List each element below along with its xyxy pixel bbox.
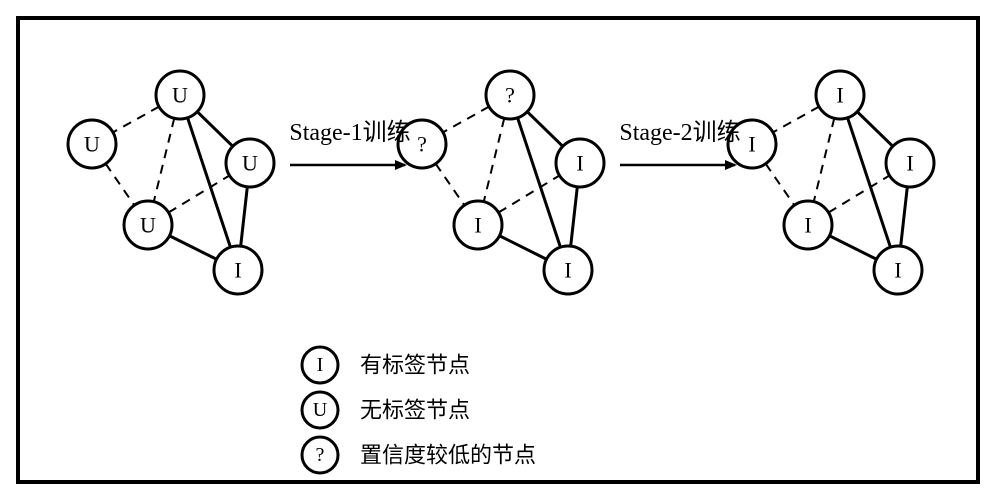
edge-solid: [197, 112, 233, 147]
node-label: I: [748, 132, 755, 157]
edge-solid: [571, 187, 578, 246]
edge-solid: [499, 236, 546, 260]
edge-dashed: [106, 164, 135, 206]
edge-dashed: [113, 107, 159, 133]
node-label: I: [906, 151, 913, 176]
edge-dashed: [499, 175, 560, 212]
legend-text: 无标签节点: [360, 398, 470, 423]
edge-solid: [857, 112, 893, 147]
node-label: ?: [417, 132, 427, 157]
legend-symbol: ?: [316, 444, 325, 466]
outer-frame: U U U U I?? I I I I I I I I Stage-1训练 Stage-2训练 I 有标签节点 U…: [16, 16, 980, 484]
edge-solid: [527, 112, 563, 147]
edge-solid: [901, 187, 908, 246]
edge-dashed: [829, 175, 890, 212]
node-label: I: [234, 258, 241, 283]
edge-dashed: [484, 118, 505, 201]
edge-dashed: [436, 164, 465, 206]
edge-solid: [829, 236, 876, 260]
node-label: I: [804, 213, 811, 238]
node-label: I: [894, 258, 901, 283]
edge-dashed: [169, 175, 230, 212]
node-label: U: [84, 132, 100, 157]
node-label: U: [172, 83, 188, 108]
legend-text: 有标签节点: [360, 353, 470, 378]
diagram-canvas: U U U U I?? I I I I I I I I Stage-1训练 Stage-2训练 I 有标签节点 U…: [20, 20, 976, 480]
arrow-label: Stage-1训练: [289, 119, 410, 146]
legend-text: 置信度较低的节点: [360, 443, 536, 468]
node-label: U: [140, 213, 156, 238]
node-label: I: [836, 83, 843, 108]
legend-symbol: I: [317, 354, 324, 376]
node-label: I: [474, 213, 481, 238]
edge-dashed: [773, 107, 819, 133]
legend-symbol: U: [313, 399, 328, 421]
node-label: U: [242, 151, 258, 176]
edge-dashed: [814, 118, 835, 201]
edge-solid: [169, 236, 216, 260]
edge-dashed: [443, 107, 489, 133]
node-label: I: [564, 258, 571, 283]
edge-dashed: [766, 164, 795, 206]
arrow-label: Stage-2训练: [619, 119, 740, 146]
node-label: ?: [505, 83, 515, 108]
node-label: I: [576, 151, 583, 176]
edge-dashed: [154, 118, 175, 201]
edge-solid: [241, 187, 248, 246]
